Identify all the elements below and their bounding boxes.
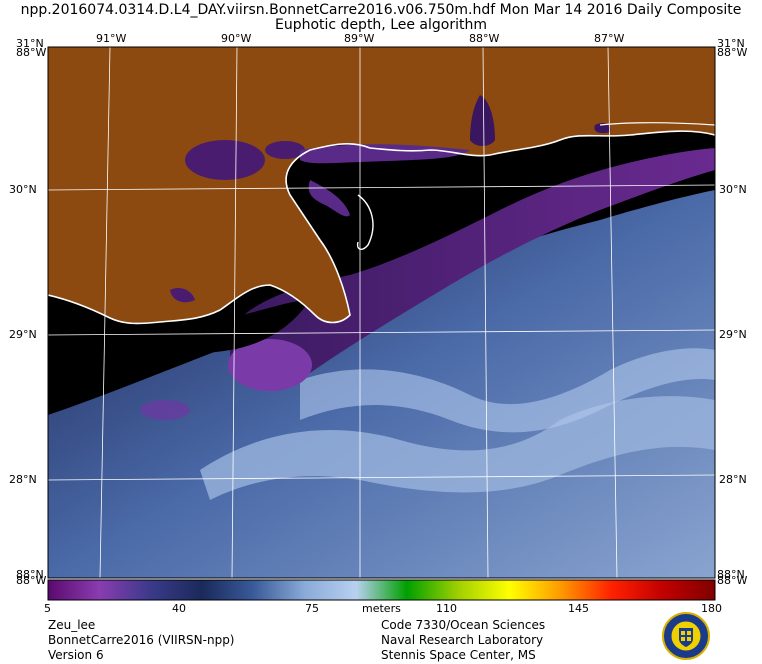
corner-label-tl-bottom: 88°W bbox=[16, 46, 47, 59]
graticule bbox=[48, 47, 715, 578]
colorbar-tick-180: 180 bbox=[701, 602, 722, 615]
grid-lat-29 bbox=[48, 329, 715, 336]
map-area bbox=[48, 47, 715, 578]
corner-label-bl-bottom: 88°W bbox=[16, 574, 47, 587]
river-plume bbox=[230, 148, 715, 388]
corner-label-tr-top: 31°N bbox=[717, 37, 745, 50]
grid-lat-28 bbox=[48, 474, 715, 481]
corner-label-tr-bottom: 88°W bbox=[717, 46, 748, 59]
corner-label-bl-top: 88°N bbox=[16, 568, 44, 581]
mobile-bay bbox=[470, 95, 495, 146]
colorbar-tick-5: 5 bbox=[44, 602, 51, 615]
lat-label-29n-right: 29°N bbox=[719, 328, 747, 341]
grid-lon-87 bbox=[607, 47, 618, 578]
footer-region: BonnetCarre2016 (VIIRSN-npp) bbox=[48, 633, 235, 647]
corner-label-tl-top: 31°N bbox=[16, 37, 44, 50]
corner-label-br-top: 88°N bbox=[717, 568, 745, 581]
chandeleur-islands bbox=[356, 194, 374, 250]
nearshore-no-data bbox=[48, 300, 310, 355]
lon-label-89w: 89°W bbox=[344, 32, 375, 45]
colorbar-tick-40: 40 bbox=[172, 602, 186, 615]
colorbar-gradient bbox=[47, 579, 716, 601]
footer-version: Version 6 bbox=[48, 648, 104, 662]
colorbar bbox=[47, 579, 716, 601]
breton-sound bbox=[308, 180, 350, 217]
grid-lon-90 bbox=[231, 47, 238, 578]
lon-label-90w: 90°W bbox=[221, 32, 252, 45]
barrier-islands bbox=[599, 122, 715, 126]
lake-pontchartrain bbox=[185, 140, 265, 180]
corner-label-br-bottom: 88°W bbox=[717, 574, 748, 587]
lat-label-28n-right: 28°N bbox=[719, 473, 747, 486]
land-area bbox=[48, 47, 715, 324]
footer-location: Stennis Space Center, MS bbox=[381, 648, 536, 662]
eddy-band-upper bbox=[300, 348, 715, 433]
lon-label-91w: 91°W bbox=[96, 32, 127, 45]
barataria-bay bbox=[170, 288, 195, 303]
product-subtitle: Euphotic depth, Lee algorithm bbox=[274, 17, 488, 33]
grid-lat-30 bbox=[48, 184, 715, 191]
grid-lon-88 bbox=[482, 47, 489, 578]
colorbar-tick-145: 145 bbox=[568, 602, 589, 615]
grid-lon-91 bbox=[99, 47, 111, 578]
map-border bbox=[47, 46, 716, 579]
file-title: npp.2016074.0314.D.L4_DAY.viirsn.BonnetC… bbox=[20, 2, 742, 18]
footer-product: Zeu_lee bbox=[48, 618, 96, 632]
footer-code: Code 7330/Ocean Sciences bbox=[381, 618, 546, 632]
lake-borgne bbox=[265, 141, 305, 159]
plume-patch bbox=[140, 400, 190, 420]
pensacola-bay bbox=[594, 122, 611, 134]
colorbar-tick-110: 110 bbox=[436, 602, 457, 615]
footer-lab: Naval Research Laboratory bbox=[381, 633, 544, 647]
lon-label-88w: 88°W bbox=[469, 32, 500, 45]
lat-label-30n-left: 30°N bbox=[9, 183, 37, 196]
plume-eddy bbox=[228, 339, 312, 391]
coastline bbox=[48, 130, 715, 325]
mississippi-sound bbox=[300, 144, 470, 164]
colorbar-tick-75: 75 bbox=[305, 602, 319, 615]
nrl-seal-icon bbox=[662, 612, 710, 660]
colorbar-unit: meters bbox=[362, 602, 401, 615]
lat-label-29n-left: 29°N bbox=[9, 328, 37, 341]
eddy-band bbox=[200, 396, 715, 500]
lat-label-30n-right: 30°N bbox=[719, 183, 747, 196]
lon-label-87w: 87°W bbox=[594, 32, 625, 45]
lat-label-28n-left: 28°N bbox=[9, 473, 37, 486]
